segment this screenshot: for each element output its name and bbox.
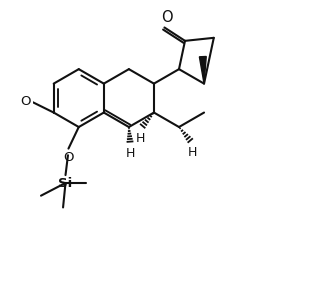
Polygon shape bbox=[199, 56, 206, 84]
Text: O: O bbox=[20, 95, 31, 108]
Text: H: H bbox=[125, 147, 135, 160]
Text: H: H bbox=[136, 132, 145, 145]
Text: Si: Si bbox=[58, 177, 73, 190]
Text: O: O bbox=[63, 151, 74, 164]
Text: O: O bbox=[162, 10, 173, 25]
Text: H: H bbox=[188, 146, 197, 159]
